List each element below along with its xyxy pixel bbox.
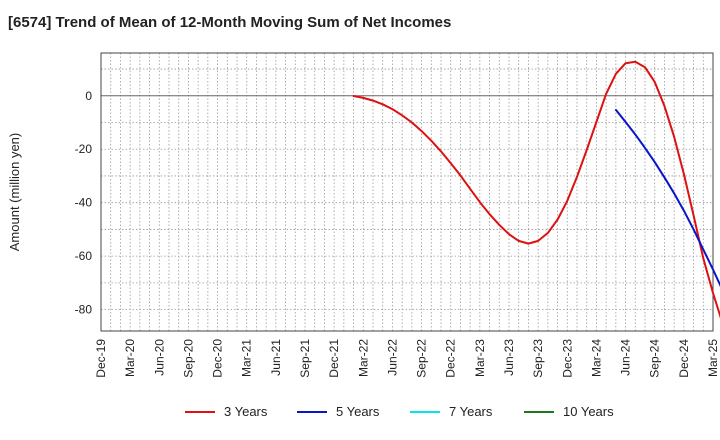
x-tick-label: Sep-20 [181, 339, 195, 378]
y-tick-label: -60 [75, 249, 93, 263]
y-tick-label: -20 [75, 142, 93, 156]
series-line-3-years [352, 60, 720, 319]
plot-area [101, 53, 713, 331]
x-tick-label: Jun-21 [269, 339, 283, 376]
legend-item-7-years: 7 Years [410, 404, 492, 419]
x-tick-label: Dec-21 [327, 339, 341, 378]
x-tick-label: Mar-22 [356, 339, 370, 377]
legend-swatch-3-years [185, 410, 215, 413]
x-tick-label: Mar-25 [706, 339, 720, 377]
chart-title: [6574] Trend of Mean of 12-Month Moving … [8, 14, 452, 31]
legend-swatch-7-years [410, 410, 440, 413]
x-tick-label: Jun-22 [385, 339, 399, 376]
legend-item-3-years: 3 Years [185, 404, 267, 419]
series-line-5-years [614, 108, 720, 287]
legend-label-5-years: 5 Years [336, 404, 380, 419]
x-tick-label: Dec-22 [444, 339, 458, 378]
x-tick-label: Jun-24 [619, 339, 633, 376]
x-tick-label: Mar-21 [240, 339, 254, 377]
legend: 3 Years 5 Years 7 Years 10 Years [0, 404, 720, 426]
legend-item-10-years: 10 Years [524, 404, 614, 419]
x-tick-label: Mar-23 [473, 339, 487, 377]
x-tick-label: Dec-20 [211, 339, 225, 378]
x-tick-label: Mar-24 [589, 339, 603, 377]
y-axis-label: Amount (million yen) [7, 133, 22, 252]
x-tick-label: Jun-23 [502, 339, 516, 376]
legend-item-5-years: 5 Years [297, 404, 379, 419]
x-tick-label: Dec-23 [560, 339, 574, 378]
legend-label-10-years: 10 Years [563, 404, 614, 419]
x-tick-label: Sep-24 [648, 339, 662, 378]
x-tick-label: Sep-23 [531, 339, 545, 378]
legend-label-7-years: 7 Years [449, 404, 493, 419]
y-tick-label: 0 [85, 89, 92, 103]
y-tick-label: -80 [75, 303, 93, 317]
y-tick-label: -40 [75, 196, 93, 210]
x-tick-label: Mar-20 [123, 339, 137, 377]
x-tick-label: Dec-24 [677, 339, 691, 378]
x-tick-label: Sep-22 [415, 339, 429, 378]
legend-swatch-10-years [524, 410, 554, 413]
x-tick-label: Dec-19 [94, 339, 108, 378]
plot-frame [100, 52, 714, 332]
legend-label-3-years: 3 Years [224, 404, 268, 419]
x-tick-label: Sep-21 [298, 339, 312, 378]
x-tick-label: Jun-20 [152, 339, 166, 376]
legend-swatch-5-years [297, 410, 327, 413]
